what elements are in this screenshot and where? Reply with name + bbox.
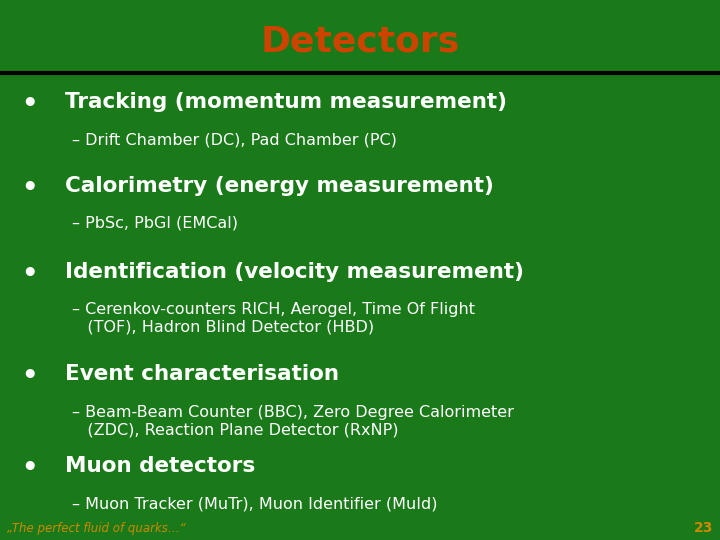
Text: „The perfect fluid of quarks…“: „The perfect fluid of quarks…“ — [7, 522, 186, 535]
Text: •: • — [22, 456, 38, 482]
Text: – Cerenkov-counters RICH, Aerogel, Time Of Flight
   (TOF), Hadron Blind Detecto: – Cerenkov-counters RICH, Aerogel, Time … — [72, 302, 475, 335]
Text: Identification (velocity measurement): Identification (velocity measurement) — [65, 262, 523, 282]
Text: Tracking (momentum measurement): Tracking (momentum measurement) — [65, 92, 507, 112]
Text: •: • — [22, 176, 38, 201]
Text: – PbSc, PbGl (EMCal): – PbSc, PbGl (EMCal) — [72, 216, 238, 231]
Text: Calorimetry (energy measurement): Calorimetry (energy measurement) — [65, 176, 494, 195]
Text: •: • — [22, 262, 38, 288]
Text: 23: 23 — [693, 521, 713, 535]
Text: •: • — [22, 364, 38, 390]
Text: Event characterisation: Event characterisation — [65, 364, 339, 384]
Text: •: • — [22, 92, 38, 118]
Text: Detectors: Detectors — [261, 24, 459, 58]
Text: – Muon Tracker (MuTr), Muon Identifier (MuId): – Muon Tracker (MuTr), Muon Identifier (… — [72, 497, 438, 512]
Text: – Drift Chamber (DC), Pad Chamber (PC): – Drift Chamber (DC), Pad Chamber (PC) — [72, 132, 397, 147]
Text: – Beam-Beam Counter (BBC), Zero Degree Calorimeter
   (ZDC), Reaction Plane Dete: – Beam-Beam Counter (BBC), Zero Degree C… — [72, 405, 514, 437]
Text: Muon detectors: Muon detectors — [65, 456, 255, 476]
